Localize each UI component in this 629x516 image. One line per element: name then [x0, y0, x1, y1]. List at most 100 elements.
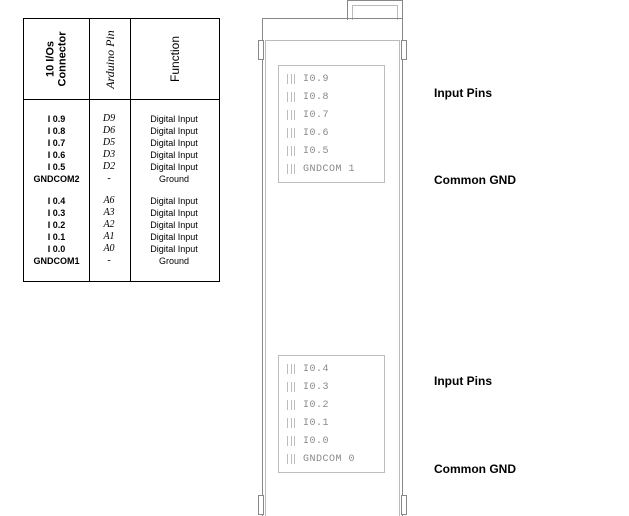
terminal-block: I0.4 I0.3 I0.2 I0.1 I0.0 GNDCOM 0	[278, 355, 385, 473]
row-name: I 0.3	[24, 207, 89, 219]
terminal-row: GNDCOM 0	[285, 450, 380, 468]
row-pin: A3	[89, 207, 129, 219]
terminal-hatch-icon	[285, 418, 297, 428]
table-row: I 0.5D2Digital Input	[24, 161, 219, 173]
row-name: GNDCOM2	[24, 173, 89, 185]
row-pin: -	[89, 173, 129, 185]
terminal-label: I0.7	[303, 110, 329, 121]
row-name: I 0.6	[24, 149, 89, 161]
table-row: I 0.6D3Digital Input	[24, 149, 219, 161]
row-func: Digital Input	[129, 149, 219, 161]
terminal-hatch-icon	[285, 128, 297, 138]
pin-table: 10 I/Os Connector Arduino Pin Function I…	[23, 18, 220, 282]
row-pin: D6	[89, 125, 129, 137]
row-name: I 0.8	[24, 125, 89, 137]
terminal-row: I0.9	[285, 70, 380, 88]
callout-label: Common GND	[434, 173, 516, 187]
terminal-block: I0.9 I0.8 I0.7 I0.6 I0.5 GNDCOM 1	[278, 65, 385, 183]
row-pin: D9	[89, 113, 129, 125]
row-func: Digital Input	[129, 195, 219, 207]
terminal-label: GNDCOM 1	[303, 164, 355, 175]
row-pin: D3	[89, 149, 129, 161]
row-func: Ground	[129, 255, 219, 267]
callout-label: Input Pins	[434, 374, 492, 388]
terminal-row: I0.7	[285, 106, 380, 124]
terminal-label: I0.5	[303, 146, 329, 157]
table-row: I 0.1A1Digital Input	[24, 231, 219, 243]
table-row: I 0.7D5Digital Input	[24, 137, 219, 149]
row-pin: A6	[89, 195, 129, 207]
terminal-label: I0.0	[303, 436, 329, 447]
terminal-hatch-icon	[285, 74, 297, 84]
terminal-hatch-icon	[285, 454, 297, 464]
row-name: I 0.0	[24, 243, 89, 255]
row-func: Digital Input	[129, 137, 219, 149]
terminal-hatch-icon	[285, 436, 297, 446]
table-row: GNDCOM2-Ground	[24, 173, 219, 185]
table-row: I 0.3A3Digital Input	[24, 207, 219, 219]
terminal-row: I0.5	[285, 142, 380, 160]
terminal-label: I0.2	[303, 400, 329, 411]
terminal-row: I0.8	[285, 88, 380, 106]
terminal-hatch-icon	[285, 164, 297, 174]
header-connector-line2: Connector	[57, 32, 69, 87]
table-row: I 0.2A2Digital Input	[24, 219, 219, 231]
terminal-label: I0.3	[303, 382, 329, 393]
terminal-label: I0.9	[303, 74, 329, 85]
row-pin: A1	[89, 231, 129, 243]
terminal-hatch-icon	[285, 382, 297, 392]
row-name: I 0.9	[24, 113, 89, 125]
table-row: I 0.0A0Digital Input	[24, 243, 219, 255]
board-notch	[401, 40, 407, 60]
board-drawing: I0.9 I0.8 I0.7 I0.6 I0.5 GNDCOM 1 I0.4 I0.3 I0.2…	[262, 0, 403, 516]
row-pin: -	[89, 255, 129, 267]
terminal-label: I0.8	[303, 92, 329, 103]
row-func: Digital Input	[129, 219, 219, 231]
table-row: I 0.9D9Digital Input	[24, 113, 219, 125]
terminal-hatch-icon	[285, 92, 297, 102]
row-name: I 0.1	[24, 231, 89, 243]
terminal-row: I0.0	[285, 432, 380, 450]
board-notch	[401, 495, 407, 515]
board-notch	[258, 495, 264, 515]
row-name: I 0.2	[24, 219, 89, 231]
row-pin: D5	[89, 137, 129, 149]
row-func: Digital Input	[129, 243, 219, 255]
terminal-label: GNDCOM 0	[303, 454, 355, 465]
row-func: Digital Input	[129, 231, 219, 243]
row-name: GNDCOM1	[24, 255, 89, 267]
terminal-label: I0.4	[303, 364, 329, 375]
pin-table-header: 10 I/Os Connector Arduino Pin Function	[24, 19, 219, 100]
terminal-row: I0.4	[285, 360, 380, 378]
row-name: I 0.7	[24, 137, 89, 149]
row-func: Digital Input	[129, 207, 219, 219]
row-name: I 0.5	[24, 161, 89, 173]
row-func: Digital Input	[129, 113, 219, 125]
terminal-row: I0.6	[285, 124, 380, 142]
row-pin: A2	[89, 219, 129, 231]
header-function-label: Function	[168, 36, 182, 82]
terminal-hatch-icon	[285, 364, 297, 374]
terminal-row: I0.3	[285, 378, 380, 396]
table-row: GNDCOM1-Ground	[24, 255, 219, 267]
header-arduino-pin-label: Arduino Pin	[103, 30, 118, 89]
callout-label: Input Pins	[434, 86, 492, 100]
board-notch	[258, 40, 264, 60]
terminal-hatch-icon	[285, 110, 297, 120]
callout-label: Common GND	[434, 462, 516, 476]
terminal-hatch-icon	[285, 400, 297, 410]
table-row: I 0.8D6Digital Input	[24, 125, 219, 137]
header-function: Function	[131, 19, 219, 99]
row-pin: A0	[89, 243, 129, 255]
table-row: I 0.4A6Digital Input	[24, 195, 219, 207]
header-arduino-pin: Arduino Pin	[90, 19, 131, 99]
row-func: Digital Input	[129, 125, 219, 137]
terminal-row: I0.1	[285, 414, 380, 432]
row-func: Digital Input	[129, 161, 219, 173]
header-connector: 10 I/Os Connector	[24, 19, 90, 99]
terminal-row: I0.2	[285, 396, 380, 414]
terminal-label: I0.6	[303, 128, 329, 139]
row-func: Ground	[129, 173, 219, 185]
pin-table-rows: I 0.9D9Digital InputI 0.8D6Digital Input…	[24, 99, 219, 281]
row-pin: D2	[89, 161, 129, 173]
